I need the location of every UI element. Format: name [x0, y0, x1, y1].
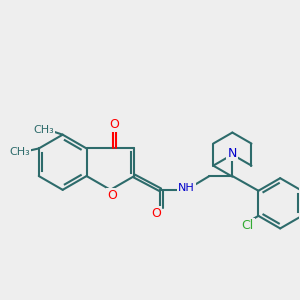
Text: NH: NH: [178, 183, 195, 193]
Text: O: O: [109, 118, 119, 131]
Text: O: O: [151, 207, 161, 220]
Text: N: N: [228, 147, 237, 160]
Text: CH₃: CH₃: [9, 146, 30, 157]
Text: Cl: Cl: [242, 219, 254, 232]
Text: O: O: [107, 189, 117, 202]
Text: CH₃: CH₃: [33, 125, 54, 135]
